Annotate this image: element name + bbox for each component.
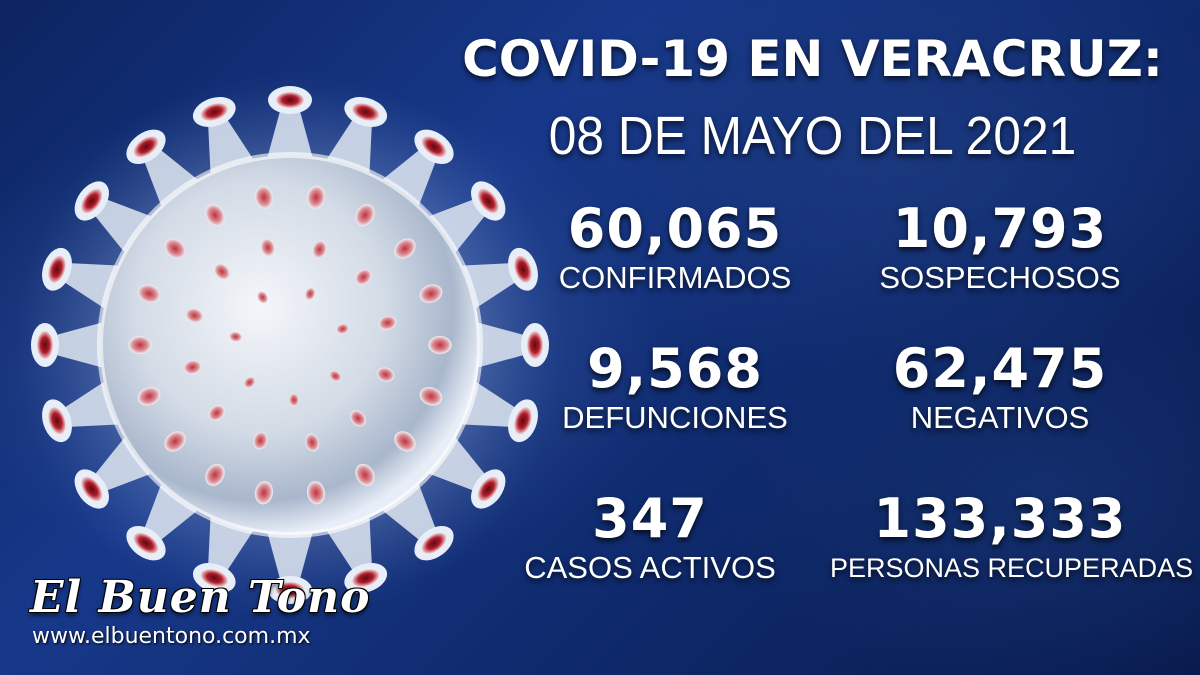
virus-pit: [253, 431, 268, 450]
page-title: COVID-19 EN VERACRUZ:: [462, 30, 1163, 88]
stat-personas-recuperadas: 133,333 PERSONAS RECUPERADAS: [830, 487, 1194, 586]
stat-label: PERSONAS RECUPERADAS: [830, 553, 1194, 583]
virus-pit: [137, 386, 161, 406]
stat-value: 133,333: [873, 487, 1127, 550]
stat-confirmados: 60,065 CONFIRMADOS: [515, 198, 835, 296]
coronavirus-icon: [20, 70, 565, 620]
virus-pit: [304, 287, 316, 301]
virus-pit: [306, 185, 326, 209]
stat-casos-activos: 347 CASOS ACTIVOS: [490, 488, 810, 586]
stat-sospechosos: 10,793 SOSPECHOSOS: [840, 198, 1160, 296]
virus-pit: [355, 463, 375, 486]
stat-value: 10,793: [892, 197, 1108, 260]
virus-pit: [128, 336, 152, 354]
stat-value: 347: [592, 487, 708, 550]
virus-pit: [306, 481, 326, 505]
virus-pit: [355, 269, 372, 286]
stat-value: 9,568: [587, 337, 763, 400]
virus-pit: [378, 315, 397, 330]
stat-label: SOSPECHOSOS: [879, 260, 1121, 295]
virus-pit: [312, 240, 327, 259]
report-date: 08 DE MAYO DEL 2021: [548, 106, 1077, 166]
virus-pit: [428, 336, 452, 354]
virus-pit: [305, 433, 320, 452]
virus-pit: [164, 238, 186, 259]
virus-pit: [205, 204, 225, 227]
virus-pit: [229, 331, 243, 342]
virus-pit: [205, 463, 225, 486]
virus-pit: [260, 238, 275, 257]
stat-value: 62,475: [892, 337, 1108, 400]
virus-pit: [208, 404, 225, 421]
virus-pit: [349, 410, 366, 427]
virus-pit: [257, 291, 268, 304]
virus-pit: [394, 431, 416, 452]
virus-pit: [185, 308, 204, 323]
virus-pit: [355, 204, 375, 227]
virus-pit: [329, 370, 342, 382]
virus-pit: [183, 360, 202, 375]
stat-defunciones: 9,568 DEFUNCIONES: [515, 338, 835, 436]
stat-label: CASOS ACTIVOS: [524, 550, 776, 585]
stat-value: 60,065: [567, 197, 783, 260]
virus-pit: [376, 367, 395, 382]
stat-negativos: 62,475 NEGATIVOS: [840, 338, 1160, 436]
virus-pit: [243, 376, 256, 389]
virus-pit: [419, 284, 443, 304]
virus-pit: [419, 386, 443, 406]
virus-pit: [336, 323, 349, 335]
brand-url: www.elbuentono.com.mx: [32, 624, 311, 649]
stat-label: DEFUNCIONES: [562, 400, 788, 435]
stat-label: CONFIRMADOS: [558, 260, 792, 295]
virus-pit: [394, 238, 416, 259]
virus-pit: [137, 284, 161, 304]
virus-pit: [164, 431, 186, 452]
virus-pit: [254, 185, 274, 209]
brand-logo: El Buen Tono: [30, 572, 371, 623]
virus-pit: [254, 481, 274, 505]
stat-label: NEGATIVOS: [910, 400, 1090, 435]
virus-pit: [214, 263, 231, 280]
virus-pit: [289, 393, 300, 407]
